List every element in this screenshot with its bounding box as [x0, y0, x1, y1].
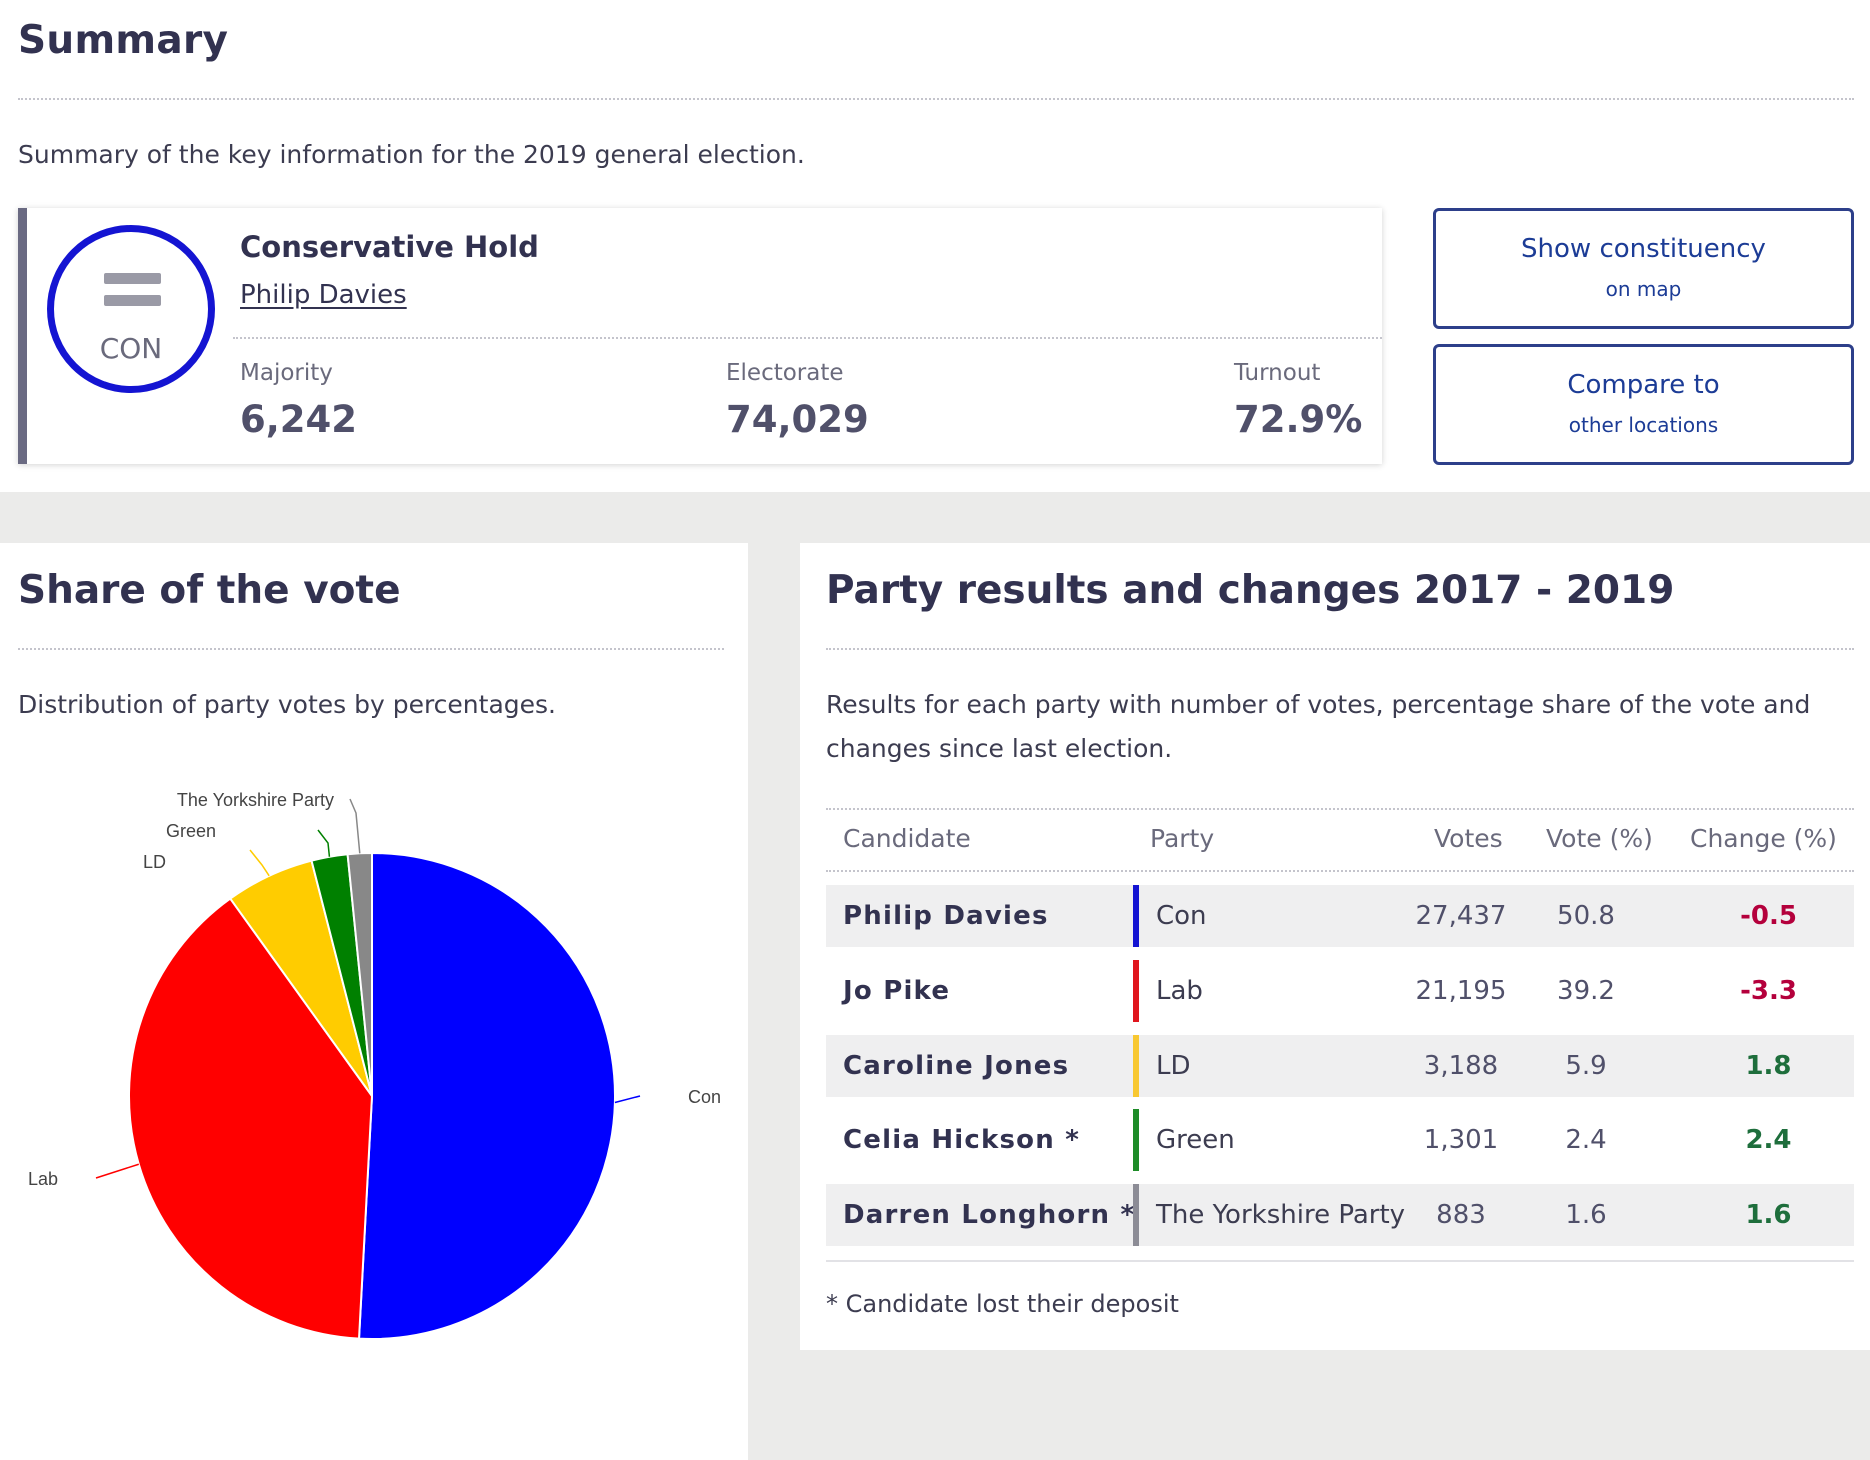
party-color-bar [1133, 960, 1139, 1022]
party-name: Con [1156, 901, 1207, 931]
party-name: Green [1156, 1125, 1235, 1155]
share-title: Share of the vote [18, 568, 401, 613]
vote-count: 1,301 [1423, 1125, 1499, 1155]
button-label: Compare to [1567, 370, 1720, 400]
vote-count: 883 [1436, 1200, 1486, 1230]
result-headline: Conservative Hold [240, 230, 539, 264]
pie-slice-lab [128, 897, 374, 1340]
vote-percentage: 1.6 [1565, 1200, 1607, 1230]
vote-change: 1.6 [1745, 1200, 1792, 1230]
button-sublabel: on map [1605, 277, 1682, 301]
column-header-change: Change (%) [1690, 824, 1837, 853]
divider [18, 98, 1854, 100]
vote-percentage: 50.8 [1557, 901, 1615, 931]
divider [826, 648, 1854, 650]
winner-link[interactable]: Philip Davies [240, 280, 407, 310]
vote-change: 1.8 [1745, 1051, 1792, 1081]
turnout-value: 72.9% [1234, 398, 1363, 441]
pie-label-connector [95, 1163, 140, 1179]
divider [18, 648, 724, 650]
table-row: Celia Hickson * Green 1,301 2.4 2.4 [826, 1109, 1854, 1171]
results-description-line: changes since last election. [826, 734, 1173, 763]
table-row: Darren Longhorn * The Yorkshire Party 883 1… [826, 1184, 1854, 1246]
share-description: Distribution of party votes by percentag… [18, 690, 557, 719]
party-name: LD [1156, 1051, 1191, 1081]
party-name: The Yorkshire Party [1156, 1200, 1406, 1230]
show-constituency-on-map-button[interactable]: Show constituency on map [1433, 208, 1854, 329]
equals-icon [104, 273, 161, 284]
pie-label: The Yorkshire Party [177, 790, 334, 810]
table-row: Jo Pike Lab 21,195 39.2 -3.3 [826, 960, 1854, 1022]
share-of-vote-panel: Share of the vote Distribution of party … [0, 543, 748, 1460]
pie-label-connector [317, 829, 331, 857]
party-abbrev: CON [99, 332, 163, 365]
results-description-line: Results for each party with number of vo… [826, 690, 1811, 719]
column-header-party: Party [1150, 824, 1215, 853]
party-badge: CON [47, 225, 215, 393]
pie-label-connector [249, 849, 270, 877]
party-color-bar [1133, 1035, 1139, 1097]
button-label: Show constituency [1521, 234, 1766, 264]
party-color-bar [1133, 885, 1139, 947]
compare-locations-button[interactable]: Compare to other locations [1433, 344, 1854, 465]
equals-icon [104, 295, 161, 306]
results-description: Results for each party with number of vo… [826, 683, 1810, 771]
table-row: Philip Davies Con 27,437 50.8 -0.5 [826, 885, 1854, 947]
result-card: CON Conservative Hold Philip Davies Majo… [18, 208, 1382, 464]
vote-count: 21,195 [1415, 976, 1507, 1006]
pie-slice-con [357, 851, 616, 1340]
candidate-name: Caroline Jones [843, 1051, 1070, 1081]
pie-label: Green [166, 821, 216, 841]
vote-change: 2.4 [1745, 1125, 1792, 1155]
candidate-name: Darren Longhorn * [843, 1200, 1136, 1230]
summary-description: Summary of the key information for the 2… [18, 140, 805, 169]
vote-count: 3,188 [1423, 1051, 1499, 1081]
table-top-rule [826, 808, 1854, 810]
results-title: Party results and changes 2017 - 2019 [826, 568, 1675, 613]
pie-label: Lab [28, 1169, 58, 1189]
divider [233, 337, 1382, 339]
vote-change: -3.3 [1740, 976, 1797, 1006]
table-header-rule [826, 870, 1854, 872]
column-header-votes: Votes [1434, 824, 1503, 853]
vote-percentage: 2.4 [1565, 1125, 1607, 1155]
party-name: Lab [1156, 976, 1203, 1006]
vote-change: -0.5 [1740, 901, 1797, 931]
column-header-candidate: Candidate [843, 824, 971, 853]
vote-percentage: 39.2 [1557, 976, 1615, 1006]
candidate-name: Celia Hickson * [843, 1125, 1081, 1155]
turnout-label: Turnout [1234, 360, 1321, 386]
button-sublabel: other locations [1568, 413, 1719, 437]
footnote: * Candidate lost their deposit [826, 1290, 1179, 1318]
vote-percentage: 5.9 [1565, 1051, 1607, 1081]
pie-label: LD [143, 852, 166, 872]
majority-value: 6,242 [240, 398, 358, 441]
table-row: Caroline Jones LD 3,188 5.9 1.8 [826, 1035, 1854, 1097]
pie-label: Con [688, 1087, 721, 1107]
majority-label: Majority [240, 360, 333, 386]
electorate-value: 74,029 [726, 398, 869, 441]
vote-count: 27,437 [1415, 901, 1507, 931]
pie-label-connector [614, 1095, 641, 1104]
column-header-vote-pct: Vote (%) [1546, 824, 1653, 853]
electorate-label: Electorate [726, 360, 844, 386]
pie-label-connector [349, 798, 361, 854]
table-bottom-rule [826, 1260, 1854, 1262]
candidate-name: Philip Davies [843, 901, 1049, 931]
summary-title: Summary [18, 18, 229, 63]
party-color-bar [1133, 1184, 1139, 1246]
summary-section: Summary Summary of the key information f… [0, 0, 1870, 492]
party-color-bar [1133, 1109, 1139, 1171]
candidate-name: Jo Pike [843, 976, 951, 1006]
